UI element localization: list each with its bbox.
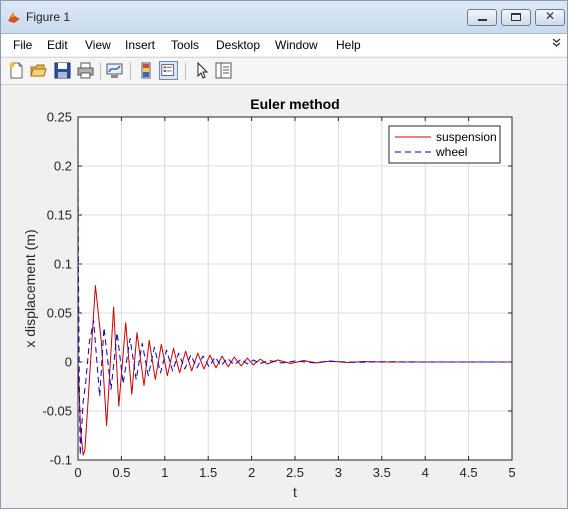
x-tick-label: 4: [422, 465, 429, 480]
open-file-icon[interactable]: [29, 61, 48, 80]
y-tick-label: 0.2: [54, 159, 72, 174]
x-tick-label: 5: [508, 465, 515, 480]
toolbar-separator: [130, 62, 131, 80]
double-chevron-down-icon[interactable]: [552, 38, 561, 48]
y-axis-label: x displacement (m): [22, 229, 38, 347]
axes-box: [77, 116, 513, 461]
minimize-button[interactable]: [467, 9, 497, 26]
y-tick-label: -0.1: [50, 453, 72, 468]
property-editor-icon[interactable]: [214, 61, 233, 80]
x-tick-label: 1.5: [199, 465, 217, 480]
maximize-icon: [511, 13, 521, 21]
menu-help[interactable]: Help: [336, 38, 361, 52]
x-tick-label: 3: [335, 465, 342, 480]
menu-window[interactable]: Window: [275, 38, 318, 52]
legend-icon[interactable]: [159, 61, 178, 80]
title-bar[interactable]: Figure 1 ✕: [1, 1, 567, 34]
menu-bar: File Edit View Insert Tools Desktop Wind…: [1, 34, 567, 56]
y-tick-label: 0.05: [47, 306, 72, 321]
x-tick-label: 2: [248, 465, 255, 480]
menu-view[interactable]: View: [85, 38, 111, 52]
figure-canvas: 0 0.5 1 1.5 2 2.5 3 3.5 4 4.5 5 -0.1 -0.05 0 0.05 0.1 0.…: [1, 85, 567, 508]
figure-toolbar: [1, 57, 567, 85]
menu-desktop[interactable]: Desktop: [216, 38, 261, 52]
x-tick-label: 3.5: [373, 465, 391, 480]
menu-tools[interactable]: Tools: [171, 38, 200, 52]
y-tick-label: 0.1: [54, 257, 72, 272]
minimize-icon: [478, 19, 487, 21]
close-icon: ✕: [544, 9, 556, 23]
menu-insert[interactable]: Insert: [125, 38, 156, 52]
y-tick-label: 0.15: [47, 208, 72, 223]
link-plot-icon[interactable]: [105, 61, 124, 80]
chart-title: Euler method: [250, 96, 339, 112]
window-title: Figure 1: [26, 10, 71, 24]
legend-label-suspension: suspension: [436, 130, 497, 144]
x-tick-label: 4.5: [460, 465, 478, 480]
y-tick-label: 0.25: [47, 110, 72, 125]
matlab-icon: [8, 12, 20, 23]
print-icon[interactable]: [76, 61, 95, 80]
x-tick-label: 2.5: [286, 465, 304, 480]
legend-box[interactable]: [388, 125, 501, 164]
new-figure-icon[interactable]: [7, 61, 26, 80]
colorbar-icon[interactable]: [137, 61, 156, 80]
close-button[interactable]: ✕: [535, 9, 565, 26]
series-line-suspension: [77, 285, 512, 456]
toolbar-separator: [100, 62, 101, 80]
maximize-button[interactable]: [501, 9, 531, 26]
x-axis-label: t: [293, 484, 297, 500]
x-tick-label: 0: [74, 465, 81, 480]
series-line-wheel: [77, 146, 512, 456]
pointer-icon[interactable]: [193, 61, 212, 80]
y-tick-label: 0: [65, 355, 72, 370]
toolbar-separator: [185, 62, 186, 80]
y-tick-label: -0.05: [42, 404, 72, 419]
menu-file[interactable]: File: [13, 38, 33, 52]
legend-label-wheel: wheel: [435, 145, 467, 159]
save-icon[interactable]: [53, 61, 72, 80]
x-tick-label: 0.5: [112, 465, 130, 480]
menu-edit[interactable]: Edit: [47, 38, 68, 52]
line-chart[interactable]: 0 0.5 1 1.5 2 2.5 3 3.5 4 4.5 5 -0.1 -0.05 0 0.05 0.1 0.…: [1, 85, 567, 508]
x-tick-label: 1: [161, 465, 168, 480]
